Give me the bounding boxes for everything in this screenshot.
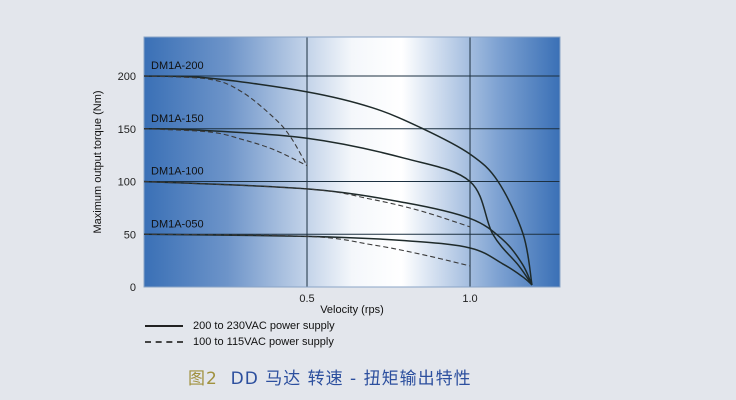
dashed-line-swatch: [145, 341, 183, 343]
legend: 200 to 230VAC power supply 100 to 115VAC…: [145, 318, 335, 350]
legend-label: 100 to 115VAC power supply: [193, 336, 334, 348]
legend-item-solid: 200 to 230VAC power supply: [145, 318, 335, 334]
series-line-dm1a-200-solid: [143, 75, 533, 286]
series-line-dm1a-100-dashed: [143, 180, 471, 228]
model-label: DM1A-150: [151, 113, 204, 125]
y-tick-label: 200: [118, 71, 136, 83]
figure-number: 图2: [188, 369, 218, 389]
series-line-dm1a-050-dashed: [143, 233, 471, 267]
figure-caption: 图2 DD 马达 转速 - 扭矩输出特性: [188, 364, 472, 389]
x-axis-label: Velocity (rps): [320, 304, 384, 316]
y-tick-label: 150: [118, 124, 136, 136]
x-tick-label: 1.0: [462, 293, 477, 305]
y-tick-label: 0: [130, 282, 136, 294]
series-line-dm1a-200-dashed: [143, 75, 308, 166]
legend-label: 200 to 230VAC power supply: [193, 320, 335, 332]
model-label: DM1A-100: [151, 166, 204, 178]
y-tick-label: 100: [118, 177, 136, 189]
y-axis-label: Maximum output torque (Nm): [92, 90, 104, 233]
model-label: DM1A-200: [151, 60, 204, 72]
caption-text: DD 马达 转速 - 扭矩输出特性: [230, 369, 472, 389]
solid-line-swatch: [145, 325, 183, 327]
series-line-dm1a-150-solid: [143, 128, 533, 286]
y-tick-label: 50: [124, 229, 136, 241]
x-tick-label: 0.5: [299, 293, 314, 305]
plot-area: [144, 37, 560, 287]
series-line-dm1a-150-dashed: [143, 128, 308, 167]
legend-item-dashed: 100 to 115VAC power supply: [145, 334, 335, 350]
model-label: DM1A-050: [151, 218, 204, 230]
plot-border: [143, 36, 561, 288]
